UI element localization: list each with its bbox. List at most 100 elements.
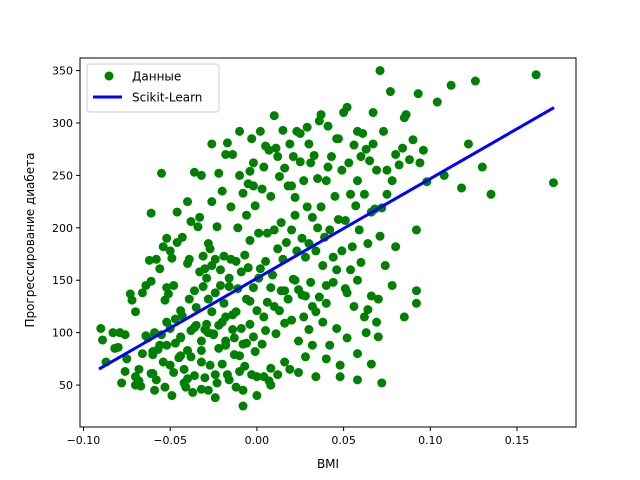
data-point [288, 152, 298, 162]
data-point [356, 257, 366, 267]
data-point [122, 354, 132, 364]
data-point [226, 202, 236, 212]
data-point [248, 158, 258, 168]
data-point [235, 170, 245, 180]
data-point [160, 382, 170, 392]
data-point [432, 97, 442, 107]
data-point [131, 307, 140, 317]
data-point [311, 246, 321, 256]
data-point [290, 210, 300, 220]
data-point [215, 280, 225, 290]
data-point [186, 217, 196, 227]
legend-box [86, 63, 220, 113]
data-point [184, 254, 194, 264]
data-point [248, 283, 258, 293]
data-point [169, 367, 179, 377]
data-point [248, 181, 258, 191]
data-point [235, 126, 245, 136]
data-point [231, 256, 241, 266]
data-point [387, 280, 397, 290]
data-point [321, 354, 331, 364]
data-point [352, 176, 362, 186]
data-point [446, 80, 456, 90]
data-point [413, 89, 423, 99]
data-point [165, 246, 175, 256]
data-point [372, 317, 382, 327]
data-point [158, 357, 168, 367]
data-point [361, 144, 371, 154]
data-point [196, 384, 206, 394]
x-axis-label: BMI [317, 457, 339, 471]
data-point [224, 273, 234, 283]
data-point [335, 360, 345, 370]
data-point [337, 165, 347, 175]
data-point [212, 378, 222, 388]
data-point [394, 160, 404, 170]
data-point [189, 371, 199, 381]
data-point [273, 244, 283, 254]
data-point [169, 280, 179, 290]
data-point [285, 139, 295, 149]
data-point [276, 218, 286, 228]
data-point [380, 261, 390, 271]
data-point [354, 225, 364, 235]
data-point [366, 359, 376, 369]
data-point [271, 329, 281, 339]
data-point [375, 231, 385, 241]
data-point [321, 280, 331, 290]
data-point [463, 139, 473, 149]
data-point [231, 382, 241, 392]
data-point [245, 319, 255, 329]
data-point [405, 155, 415, 165]
data-point [203, 328, 213, 338]
data-point [366, 291, 376, 301]
data-point [151, 254, 161, 264]
data-point [224, 375, 234, 385]
data-point [391, 242, 401, 252]
axes-frame [79, 57, 577, 428]
y-tick-label: 300 [52, 117, 73, 130]
data-point [212, 222, 222, 232]
data-point [328, 277, 338, 287]
data-point [323, 121, 333, 131]
data-point [302, 122, 312, 132]
data-point [170, 314, 180, 324]
data-point [344, 158, 354, 168]
data-point [398, 143, 408, 153]
data-point [391, 149, 401, 159]
data-point [141, 280, 151, 290]
data-point [229, 333, 239, 343]
data-point [158, 242, 168, 252]
data-point [531, 70, 541, 80]
data-point [285, 364, 295, 374]
data-point [231, 307, 241, 317]
data-point [359, 189, 369, 199]
data-point [347, 242, 357, 252]
data-point [151, 375, 161, 385]
data-point [250, 201, 260, 211]
data-point [274, 171, 284, 181]
data-point [205, 244, 215, 254]
data-point [314, 292, 324, 302]
data-point [200, 264, 210, 274]
data-point [304, 325, 314, 335]
data-point [245, 166, 255, 176]
data-point [243, 263, 253, 273]
data-point [221, 340, 231, 350]
data-point [238, 385, 248, 395]
data-point [235, 351, 245, 361]
data-point [205, 360, 215, 370]
data-point [372, 165, 382, 175]
data-point [368, 108, 378, 118]
x-tick-label: −0.10 [67, 434, 101, 447]
data-point [134, 364, 144, 374]
data-point [219, 298, 229, 308]
y-tick-label: 200 [52, 222, 73, 235]
data-point [222, 138, 232, 148]
data-point [195, 212, 205, 222]
data-point [177, 311, 187, 321]
data-point [261, 326, 271, 336]
data-point [300, 291, 310, 301]
data-point [294, 367, 304, 377]
data-point [325, 340, 335, 350]
